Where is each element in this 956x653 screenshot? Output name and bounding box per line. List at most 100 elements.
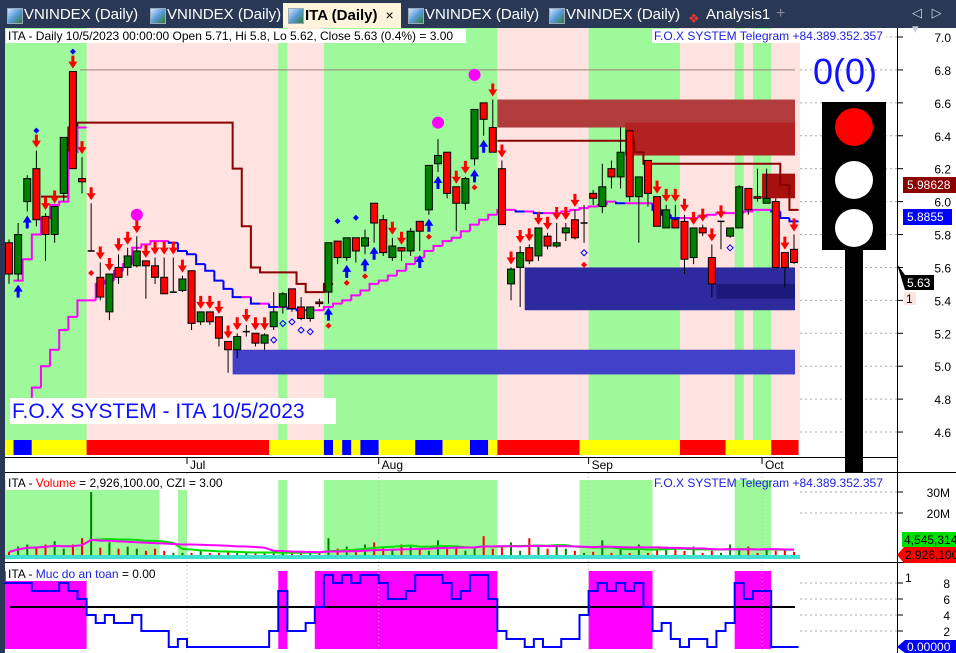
trend-strip-segment bbox=[378, 440, 416, 455]
red-diamond-icon bbox=[361, 273, 368, 280]
trailing-stop-line bbox=[195, 254, 206, 266]
sell-arrow-icon bbox=[31, 134, 41, 148]
safety-label-one: 1 bbox=[905, 571, 912, 585]
tab-label: VNINDEX (Daily) bbox=[167, 6, 282, 23]
trailing-stop-line bbox=[569, 208, 580, 212]
candle-body bbox=[643, 159, 652, 194]
close-tag bbox=[897, 264, 934, 290]
bull-zone-band bbox=[752, 28, 772, 440]
price-axis-label: 6.8 bbox=[934, 64, 951, 78]
price-axis-label: 6.4 bbox=[934, 130, 951, 144]
candle-body bbox=[32, 168, 41, 221]
volume-bull-band bbox=[177, 480, 187, 559]
tab-vnindex-1[interactable]: VNINDEX (Daily) bbox=[2, 3, 142, 28]
red-diamond-icon bbox=[581, 261, 588, 268]
chart-window[interactable]: 7.0 6.8 6.6 6.4 6.2 6.0 5.8 5.6 5.4 5.2 5.0 4.8 4.6 J… bbox=[0, 28, 956, 653]
candle-body bbox=[370, 202, 379, 224]
sell-arrow-icon bbox=[241, 309, 251, 323]
candle-body bbox=[379, 219, 388, 254]
analysis-icon: ❖ bbox=[688, 11, 700, 26]
brand-label: F.O.X SYSTEM Telegram +84.389.352.357 bbox=[654, 29, 883, 43]
trailing-stop-line bbox=[332, 302, 343, 307]
volume-base-strip bbox=[5, 555, 800, 559]
candle-body bbox=[224, 341, 233, 351]
add-tab-icon[interactable]: + bbox=[776, 5, 786, 22]
sell-arrow-icon bbox=[123, 231, 133, 245]
trend-strip-segment bbox=[725, 440, 772, 455]
volume-tag bbox=[897, 547, 956, 563]
buy-arrow-icon bbox=[369, 246, 379, 260]
candle-body bbox=[342, 237, 351, 259]
trailing-stop-line bbox=[341, 299, 352, 304]
volume-tag-value: 2,926,100 bbox=[905, 548, 956, 562]
tab-scroll-arrows-icon[interactable]: ◁ ▷ ▾ bbox=[912, 5, 945, 36]
candle-body bbox=[233, 336, 242, 351]
buy-arrow-icon bbox=[433, 175, 443, 189]
candle-body bbox=[589, 192, 598, 199]
trailing-stop-line bbox=[167, 241, 178, 244]
candle-body bbox=[470, 108, 479, 160]
volume-panel-title: ITA - Volume = 2,926,100.00, CZI = 3.00 bbox=[8, 476, 223, 490]
tab-label: VNINDEX (Daily) bbox=[425, 6, 540, 23]
sell-arrow-icon bbox=[570, 193, 580, 207]
sell-arrow-icon bbox=[780, 236, 790, 250]
safety-level-line bbox=[4, 574, 799, 648]
green-light-off bbox=[835, 209, 873, 247]
candle-body bbox=[507, 268, 516, 285]
tab-vnindex-3[interactable]: VNINDEX (Daily) bbox=[403, 3, 541, 28]
candle-body bbox=[497, 168, 506, 226]
sell-arrow-icon bbox=[789, 218, 799, 232]
candle-body bbox=[23, 178, 32, 203]
hollow-diamond-icon bbox=[288, 318, 296, 326]
trend-strip-segment bbox=[488, 440, 498, 455]
tab-bar: VNINDEX (Daily) VNINDEX (Daily) ITA (Dai… bbox=[0, 0, 956, 36]
trend-strip-segment bbox=[771, 440, 799, 455]
sell-arrow-icon bbox=[698, 208, 708, 222]
red-diamond-icon bbox=[343, 279, 350, 286]
sell-arrow-icon bbox=[104, 258, 114, 272]
candle-body bbox=[534, 227, 543, 257]
trailing-stop-line bbox=[615, 201, 626, 205]
resistance-tag bbox=[903, 177, 956, 193]
candle-body bbox=[196, 311, 205, 323]
safety-panel-title: ITA - Muc do an toan = 0.00 bbox=[8, 567, 156, 581]
candle-body bbox=[415, 220, 424, 232]
tab-vnindex-4[interactable]: VNINDEX (Daily) bbox=[544, 3, 682, 28]
candle-body bbox=[744, 187, 753, 211]
candle-body bbox=[543, 235, 552, 247]
candle-body bbox=[707, 257, 716, 285]
candle-body bbox=[552, 242, 561, 247]
bull-zone-band bbox=[278, 28, 288, 440]
sell-arrow-icon bbox=[86, 187, 96, 201]
resistance-tag-value: 5.98628 bbox=[907, 178, 951, 192]
hollow-diamond-icon bbox=[580, 249, 588, 257]
trailing-stop-line bbox=[669, 214, 680, 220]
blue-diamond-icon bbox=[352, 214, 359, 221]
buy-arrow-icon bbox=[323, 307, 333, 321]
candle-body bbox=[287, 288, 296, 310]
trend-strip-segment bbox=[351, 440, 361, 455]
candle-body bbox=[452, 186, 461, 204]
tab-vnindex-2[interactable]: VNINDEX (Daily) bbox=[145, 3, 281, 28]
trend-strip-segment bbox=[86, 440, 270, 455]
trailing-stop-line bbox=[742, 210, 753, 214]
candle-body bbox=[424, 164, 433, 211]
red-diamond-icon bbox=[88, 269, 95, 276]
sell-arrow-icon bbox=[497, 144, 507, 158]
trailing-stop-line bbox=[468, 223, 480, 232]
close-icon[interactable]: × bbox=[385, 7, 394, 23]
trend-strip-segment bbox=[415, 440, 443, 455]
candle-body bbox=[698, 227, 707, 234]
trailing-stop-line bbox=[222, 280, 233, 290]
trailing-stop-line bbox=[176, 242, 187, 252]
tab-analysis1[interactable]: ❖ Analysis1 bbox=[684, 3, 776, 28]
volume-bull-band bbox=[278, 480, 288, 559]
trailing-stop-line bbox=[322, 305, 334, 311]
sell-arrow-icon bbox=[50, 190, 60, 204]
volume-brand-label: F.O.X SYSTEM Telegram +84.389.352.357 bbox=[654, 476, 883, 490]
tab-ita[interactable]: ITA (Daily) × bbox=[283, 3, 401, 28]
trend-strip-segment bbox=[13, 440, 32, 455]
volume-bull-band bbox=[579, 480, 653, 559]
date-axis-label: Sep bbox=[592, 458, 614, 472]
candle-body bbox=[105, 273, 114, 313]
